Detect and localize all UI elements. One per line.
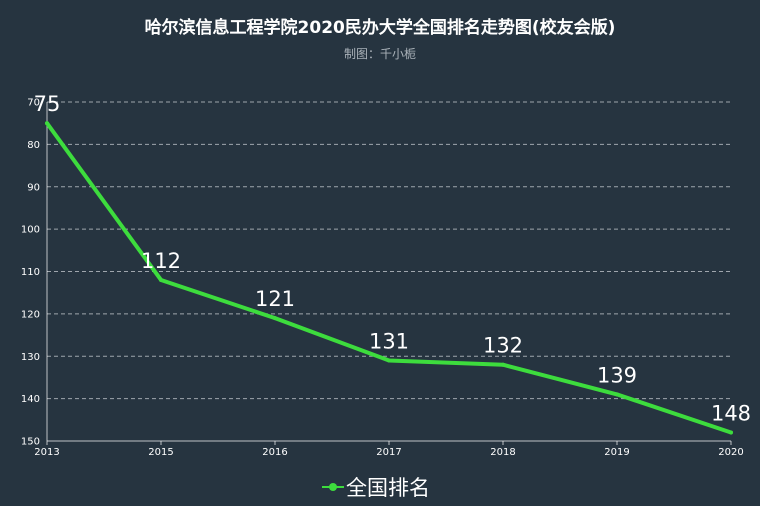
y-tick-label: 70 (27, 98, 40, 109)
data-labels: 75 112 121 131 132 139 148 (34, 92, 751, 425)
y-tick-label: 100 (21, 225, 40, 236)
y-tick-label: 140 (21, 394, 40, 405)
data-point (501, 362, 505, 367)
x-tick-label: 2015 (148, 447, 173, 458)
legend-dot-icon (329, 483, 337, 491)
y-tick-label: 90 (27, 182, 40, 193)
data-label: 112 (141, 249, 181, 273)
y-tick-label: 150 (21, 437, 40, 448)
data-label: 75 (34, 92, 61, 116)
legend[interactable]: 全国排名 (322, 476, 430, 500)
legend-label: 全国排名 (346, 476, 430, 500)
x-tick-label: 2019 (604, 447, 629, 458)
data-label: 148 (711, 402, 751, 426)
y-tick-label: 110 (21, 267, 40, 278)
grid-lines (47, 101, 731, 400)
y-tick-label: 130 (21, 352, 40, 363)
y-tick-label: 120 (21, 309, 40, 320)
data-point (387, 358, 391, 363)
x-tick-label: 2017 (376, 447, 401, 458)
data-point (159, 277, 163, 282)
data-label: 121 (255, 287, 295, 311)
x-tick-label: 2016 (262, 447, 287, 458)
y-tick-label: 80 (27, 140, 40, 151)
x-tick-label: 2013 (34, 447, 59, 458)
x-tick-label: 2018 (490, 447, 515, 458)
chart-title: 哈尔滨信息工程学院2020民办大学全国排名走势图(校友会版) (145, 17, 616, 38)
data-point (615, 392, 619, 397)
x-tick-label: 2020 (718, 447, 743, 458)
data-label: 139 (597, 363, 637, 387)
data-point (45, 121, 49, 126)
data-point (729, 430, 733, 435)
chart-subtitle: 制图：千小栀 (344, 47, 416, 61)
data-label: 132 (483, 334, 523, 358)
series-layer (45, 121, 733, 435)
data-label: 131 (369, 329, 409, 353)
data-point (273, 316, 277, 321)
